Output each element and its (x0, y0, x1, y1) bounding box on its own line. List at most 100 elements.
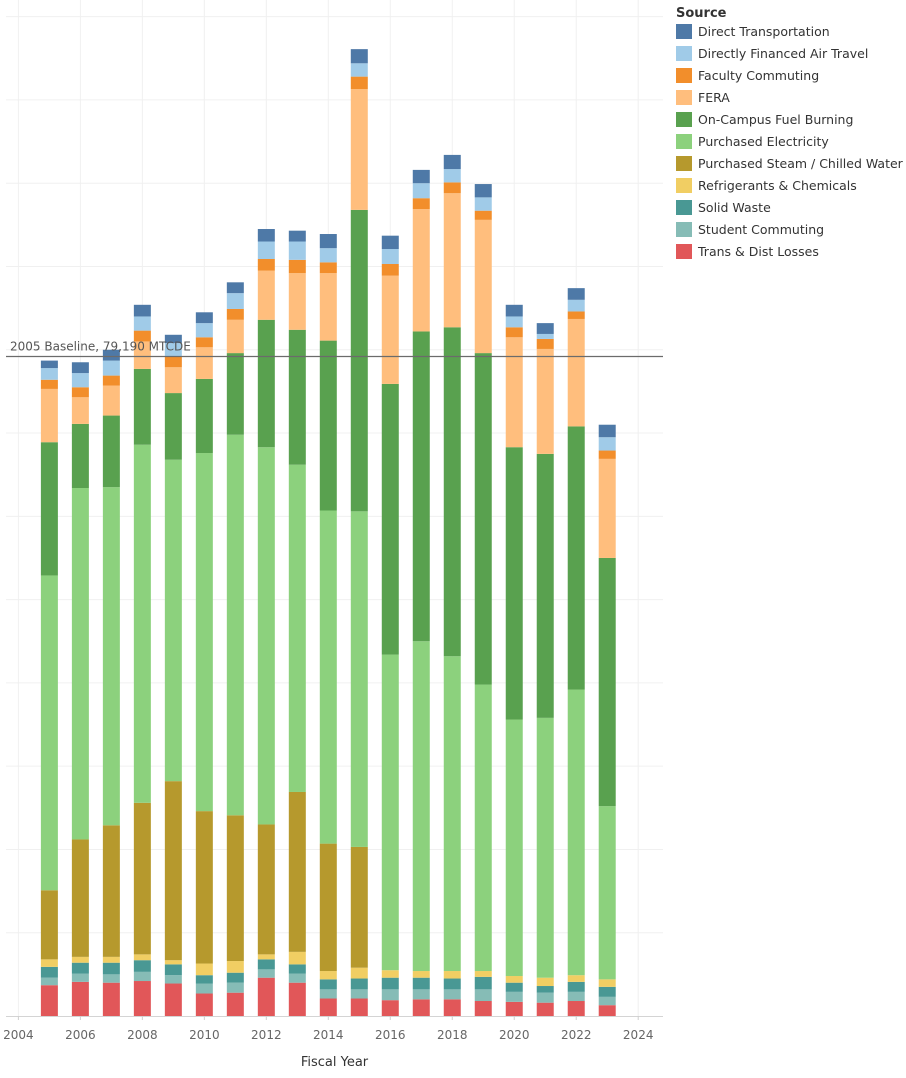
legend-label-refrigerants-chemicals: Refrigerants & Chemicals (698, 178, 857, 193)
bar-segment-trans-dist-losses-2021 (536, 1002, 554, 1016)
bar-segment-directly-financed-air-travel-2023 (598, 437, 616, 451)
legend-label-trans-dist-losses: Trans & Dist Losses (697, 244, 819, 259)
bar-segment-trans-dist-losses-2023 (598, 1005, 616, 1016)
bar-segment-purchased-electricity-2022 (567, 689, 585, 976)
legend-swatch-direct-transportation (676, 24, 692, 39)
x-tick-label: 2008 (127, 1028, 158, 1042)
bar-segment-on-campus-fuel-burning-2008 (133, 368, 151, 445)
bar-stack-2010 (195, 312, 213, 1016)
bar-segment-purchased-electricity-2008 (133, 444, 151, 803)
bar-segment-on-campus-fuel-burning-2007 (102, 415, 120, 488)
bar-segment-refrigerants-chemicals-2006 (71, 956, 89, 963)
bar-segment-student-commuting-2013 (288, 973, 306, 983)
x-axis-title: Fiscal Year (301, 1055, 369, 1070)
bar-segment-student-commuting-2021 (536, 992, 554, 1003)
bar-segment-directly-financed-air-travel-2006 (71, 373, 89, 388)
bar-segment-trans-dist-losses-2007 (102, 982, 120, 1016)
bar-segment-trans-dist-losses-2015 (350, 998, 368, 1016)
bar-segment-direct-transportation-2014 (319, 234, 337, 249)
bar-segment-solid-waste-2007 (102, 962, 120, 975)
bar-segment-fera-2012 (257, 270, 275, 320)
legend-label-faculty-commuting: Faculty Commuting (698, 68, 819, 83)
bar-segment-trans-dist-losses-2016 (381, 1000, 399, 1016)
bar-segment-fera-2019 (474, 219, 492, 354)
bar-segment-direct-transportation-2023 (598, 424, 616, 438)
bar-segment-faculty-commuting-2010 (195, 337, 213, 348)
bar-segment-purchased-electricity-2019 (474, 684, 492, 972)
bar-segment-fera-2018 (443, 193, 461, 328)
x-tick-label: 2016 (375, 1028, 406, 1042)
bar-segment-on-campus-fuel-burning-2009 (164, 393, 182, 460)
bar-segment-directly-financed-air-travel-2008 (133, 316, 151, 331)
bar-segment-refrigerants-chemicals-2016 (381, 970, 399, 978)
bar-segment-solid-waste-2005 (40, 966, 58, 978)
bar-segment-direct-transportation-2017 (412, 169, 430, 184)
bar-segment-purchased-steam-chilled-water-2011 (226, 815, 244, 962)
bar-segment-fera-2006 (71, 397, 89, 424)
bar-segment-trans-dist-losses-2019 (474, 1001, 492, 1016)
bar-segment-solid-waste-2022 (567, 981, 585, 992)
bar-segment-refrigerants-chemicals-2023 (598, 979, 616, 987)
legend-swatch-directly-financed-air-travel (676, 46, 692, 61)
bar-segment-student-commuting-2016 (381, 989, 399, 1001)
bar-segment-direct-transportation-2008 (133, 304, 151, 317)
bar-segment-direct-transportation-2015 (350, 49, 368, 64)
bar-segment-refrigerants-chemicals-2019 (474, 971, 492, 977)
bar-segment-student-commuting-2010 (195, 983, 213, 994)
bar-segment-directly-financed-air-travel-2021 (536, 333, 554, 339)
bar-segment-refrigerants-chemicals-2021 (536, 977, 554, 987)
bar-segment-fera-2009 (164, 367, 182, 394)
bar-stack-2013 (288, 230, 306, 1016)
bar-segment-direct-transportation-2013 (288, 230, 306, 242)
bar-segment-faculty-commuting-2013 (288, 259, 306, 274)
bar-segment-solid-waste-2023 (598, 986, 616, 997)
bar-segment-directly-financed-air-travel-2005 (40, 368, 58, 380)
bar-segment-trans-dist-losses-2012 (257, 977, 275, 1016)
bar-segment-trans-dist-losses-2020 (505, 1001, 523, 1016)
bar-segment-directly-financed-air-travel-2007 (102, 360, 120, 376)
bar-segment-directly-financed-air-travel-2020 (505, 316, 523, 328)
bar-stack-2006 (71, 362, 89, 1016)
bar-stack-2021 (536, 323, 554, 1016)
bar-segment-purchased-electricity-2006 (71, 488, 89, 840)
bar-segment-solid-waste-2017 (412, 977, 430, 990)
bar-segment-faculty-commuting-2005 (40, 379, 58, 389)
bar-segment-faculty-commuting-2009 (164, 356, 182, 368)
bar-segment-direct-transportation-2011 (226, 282, 244, 294)
bar-segment-directly-financed-air-travel-2022 (567, 299, 585, 312)
bar-segment-solid-waste-2021 (536, 986, 554, 993)
bar-segment-purchased-electricity-2013 (288, 464, 306, 792)
bar-segment-direct-transportation-2016 (381, 235, 399, 250)
bar-segment-refrigerants-chemicals-2017 (412, 971, 430, 978)
bar-segment-refrigerants-chemicals-2020 (505, 976, 523, 983)
bar-segment-on-campus-fuel-burning-2022 (567, 426, 585, 690)
bar-segment-faculty-commuting-2014 (319, 262, 337, 274)
bar-segment-fera-2020 (505, 337, 523, 448)
bar-stack-2015 (350, 49, 368, 1016)
bar-segment-student-commuting-2015 (350, 989, 368, 999)
bar-segment-refrigerants-chemicals-2014 (319, 971, 337, 980)
bar-segment-direct-transportation-2010 (195, 312, 213, 324)
legend-swatch-purchased-steam-chilled-water (676, 156, 692, 171)
bar-segment-student-commuting-2017 (412, 989, 430, 1000)
bar-stack-2007 (102, 349, 120, 1016)
bar-segment-faculty-commuting-2020 (505, 327, 523, 338)
bar-segment-fera-2017 (412, 209, 430, 332)
bar-segment-directly-financed-air-travel-2015 (350, 63, 368, 77)
bar-segment-on-campus-fuel-burning-2010 (195, 378, 213, 454)
bar-segment-trans-dist-losses-2011 (226, 992, 244, 1016)
bar-segment-purchased-electricity-2021 (536, 717, 554, 978)
bar-segment-on-campus-fuel-burning-2023 (598, 557, 616, 807)
bar-stack-2005 (40, 360, 58, 1016)
bar-segment-trans-dist-losses-2013 (288, 982, 306, 1016)
legend-label-directly-financed-air-travel: Directly Financed Air Travel (698, 46, 868, 61)
bar-segment-fera-2022 (567, 318, 585, 427)
bar-segment-student-commuting-2006 (71, 973, 89, 982)
bar-segment-purchased-steam-chilled-water-2014 (319, 843, 337, 972)
x-tick-label: 2012 (251, 1028, 282, 1042)
bar-segment-directly-financed-air-travel-2016 (381, 249, 399, 264)
bar-segment-trans-dist-losses-2010 (195, 993, 213, 1016)
x-tick-label: 2006 (65, 1028, 96, 1042)
legend: Source Direct Transportation Directly Fin… (676, 6, 904, 259)
bar-stack-2012 (257, 229, 275, 1016)
